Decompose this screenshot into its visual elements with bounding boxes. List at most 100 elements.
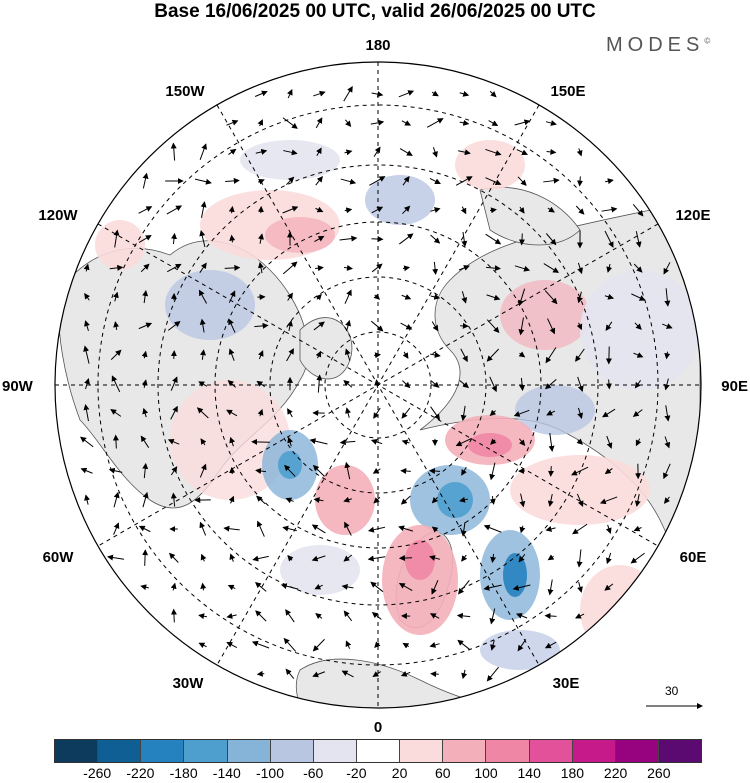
wind-vector: [170, 350, 177, 359]
wind-vector: [170, 582, 177, 591]
wind-vector: [576, 322, 583, 331]
wind-vector: [548, 466, 555, 477]
wind-vector: [228, 290, 236, 303]
wind-vector: [459, 119, 470, 126]
wind-vector: [311, 555, 326, 562]
wind-vector: [226, 409, 238, 417]
wind-vector: [429, 555, 441, 561]
lon-label-0: 0: [374, 719, 382, 736]
wind-vector: [576, 438, 583, 445]
wind-vector: [485, 148, 502, 156]
wind-vector: [199, 463, 207, 478]
wind-vector: [315, 117, 323, 129]
wind-vector: [545, 120, 557, 126]
wind-vector: [110, 349, 122, 360]
wind-vector: [518, 206, 525, 214]
wind-vector: [577, 376, 584, 393]
wind-vector: [343, 380, 353, 388]
colorbar-swatch: [313, 740, 357, 762]
wind-vector: [107, 554, 125, 561]
wind-vector: [431, 580, 439, 595]
wind-vector: [545, 347, 557, 364]
lon-label-30e: 30E: [553, 675, 580, 692]
wind-vector: [455, 176, 473, 186]
wind-vector: [170, 608, 177, 623]
wind-vector: [664, 288, 671, 307]
wind-vector: [142, 491, 149, 508]
wind-vector: [485, 233, 502, 245]
colorbar-swatch: [141, 740, 185, 762]
anomaly-negative: [278, 451, 302, 479]
wind-vector: [315, 350, 322, 359]
wind-vector: [251, 640, 270, 649]
wind-vector: [227, 379, 236, 388]
wind-vector: [226, 613, 237, 619]
wind-vector: [141, 350, 148, 359]
wind-vector: [371, 206, 384, 214]
anomaly-positive: [510, 455, 650, 525]
wind-vector: [283, 149, 298, 156]
colorbar-tick-label: -140: [212, 765, 241, 781]
wind-vector: [199, 143, 207, 160]
wind-vector: [576, 291, 583, 304]
wind-vector: [282, 117, 298, 129]
wind-vector: [140, 435, 150, 448]
wind-vector: [459, 380, 470, 389]
wind-vector: [257, 178, 265, 185]
wind-vectors: [80, 86, 673, 682]
wind-vector: [345, 119, 352, 127]
wind-vector: [543, 177, 560, 184]
wind-vector: [108, 467, 123, 474]
wind-vector: [545, 233, 557, 246]
wind-vector: [402, 642, 410, 649]
wind-vector: [254, 90, 268, 97]
wind-vector: [84, 494, 90, 505]
wind-vector: [546, 148, 557, 155]
wind-vector: [431, 496, 439, 504]
wind-vector: [344, 207, 353, 214]
wind-vector: [429, 642, 440, 648]
wind-vector: [429, 613, 440, 619]
wind-vector: [227, 584, 236, 591]
wind-vector: [547, 579, 554, 596]
wind-vector: [400, 322, 413, 330]
wind-vector: [605, 321, 613, 331]
wind-vector: [138, 206, 153, 214]
wind-vector: [83, 403, 90, 422]
wind-vector: [256, 380, 266, 387]
wind-vector: [488, 120, 499, 126]
wind-vector: [517, 176, 527, 186]
wind-vector: [519, 438, 526, 446]
wind-vector: [339, 439, 356, 446]
wind-vector: [170, 405, 178, 420]
wind-vector: [373, 352, 381, 359]
wind-vector: [313, 321, 325, 331]
wind-vector: [664, 405, 671, 422]
wind-vector: [489, 376, 497, 393]
wind-vector: [543, 263, 560, 273]
wind-vector: [458, 579, 470, 595]
wind-vector: [373, 293, 381, 300]
colorbar-tick-label: 60: [435, 765, 451, 781]
wind-vector: [286, 348, 294, 362]
wind-vector: [343, 264, 353, 271]
wind-vector: [372, 467, 381, 474]
colorbar-swatch: [658, 740, 702, 762]
wind-vector: [370, 439, 383, 445]
wind-vector: [138, 235, 152, 243]
anomaly-negative: [437, 482, 473, 518]
wind-vector: [604, 468, 613, 475]
wind-vector: [431, 526, 439, 533]
wind-vector: [142, 462, 149, 479]
brand-mark: ©: [704, 36, 711, 46]
wind-vector: [461, 231, 468, 247]
wind-vector: [489, 207, 497, 214]
map-field: [55, 62, 701, 708]
wind-vector: [258, 233, 264, 244]
wind-vector: [287, 408, 293, 418]
wind-vector: [312, 464, 325, 477]
wind-vector: [367, 555, 386, 562]
wind-vector: [371, 236, 384, 243]
wind-vector: [282, 261, 298, 275]
wind-vector: [171, 232, 177, 245]
